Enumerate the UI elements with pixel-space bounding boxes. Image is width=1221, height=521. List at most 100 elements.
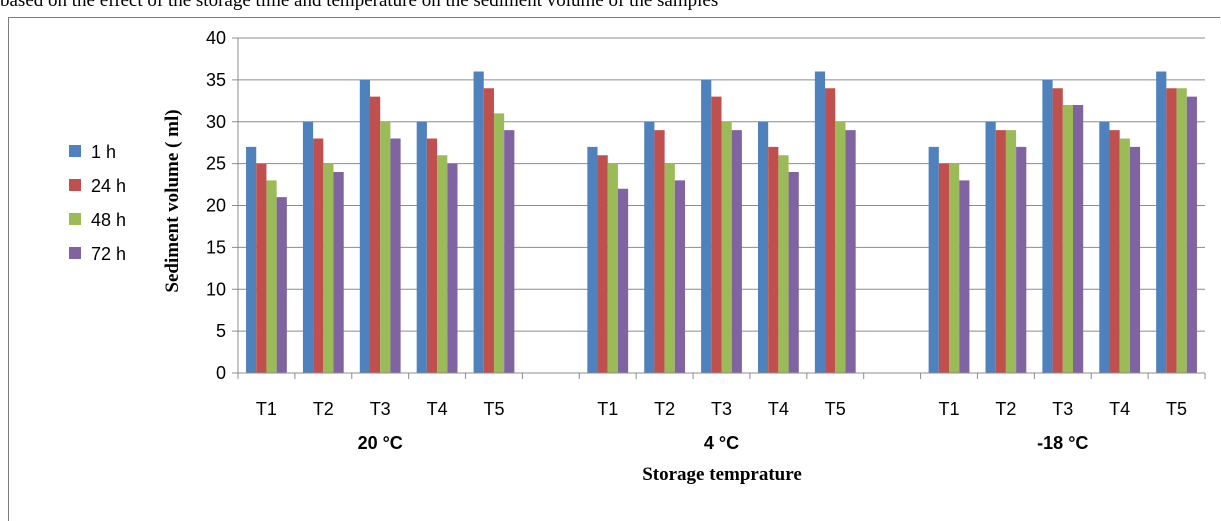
bar-24h-T5-g1 (483, 88, 494, 373)
bar-1h-T1-g3 (928, 146, 939, 373)
legend-swatch-72h (69, 247, 81, 259)
bar-72h-T2-g1 (333, 172, 344, 373)
bar-1h-T1-g2 (587, 146, 598, 373)
bar-48h-T5-g2 (835, 121, 846, 373)
x-tick-label: T4 (1109, 399, 1130, 419)
bar-1h-T4-g3 (1099, 121, 1110, 373)
bar-72h-T1-g3 (959, 180, 970, 373)
bar-1h-T4-g2 (757, 121, 769, 373)
bar-24h-T5-g2 (825, 88, 836, 373)
group-label: 4 °C (704, 433, 739, 453)
clipped-header-text-strip: based on the effect of the storage time … (0, 0, 1221, 17)
x-tick-label: T5 (825, 399, 846, 419)
y-tick-label: 40 (206, 28, 226, 48)
bar-72h-T2-g2 (674, 180, 686, 373)
y-tick-label: 35 (206, 70, 226, 90)
y-axis-title: Sediment volume ( ml) (162, 109, 183, 292)
legend-label: 24 h (91, 176, 126, 196)
x-tick-label: T2 (654, 399, 675, 419)
bar-72h-T4-g3 (1129, 146, 1141, 373)
bar-24h-T4-g3 (1109, 130, 1120, 373)
bar-24h-T2-g3 (995, 130, 1006, 373)
bar-48h-T2-g3 (1005, 130, 1017, 373)
y-tick-label: 10 (206, 279, 226, 299)
bar-24h-T4-g2 (768, 146, 779, 373)
legend-label: 1 h (91, 142, 116, 162)
x-tick-label: T5 (483, 399, 504, 419)
bar-48h-T3-g3 (1062, 105, 1073, 373)
bar-48h-T3-g1 (380, 121, 391, 373)
y-tick-label: 30 (206, 112, 226, 132)
group-label: -18 °C (1037, 433, 1088, 453)
bar-72h-T4-g1 (447, 163, 458, 373)
bar-1h-T3-g2 (701, 79, 712, 373)
bar-48h-T4-g2 (778, 155, 789, 373)
bar-24h-T2-g1 (313, 138, 324, 373)
bar-72h-T3-g1 (390, 138, 401, 373)
chart-frame (8, 17, 1220, 521)
x-tick-label: T3 (711, 399, 732, 419)
x-tick-label: T1 (256, 399, 277, 419)
bar-24h-T3-g3 (1052, 88, 1063, 373)
legend-label: 72 h (91, 244, 126, 264)
axis-labels: 0 5 10 15 20 25 30 35 40 T1 T2 T3 T4 T5 20 °C T1 T2 T3 T4 T… (162, 28, 1187, 485)
bar-72h-T5-g3 (1186, 96, 1197, 373)
bar-1h-T3-g3 (1042, 79, 1053, 373)
bar-72h-T3-g2 (731, 130, 742, 373)
bar-1h-T1-g1 (246, 146, 257, 373)
bar-48h-T4-g1 (437, 155, 448, 373)
bar-1h-T2-g3 (985, 121, 996, 373)
bar-1h-T2-g2 (644, 121, 655, 373)
bar-24h-T3-g1 (370, 96, 381, 373)
bar-72h-T5-g2 (845, 130, 856, 373)
bar-1h-T5-g1 (473, 71, 484, 373)
bar-24h-T1-g3 (938, 163, 950, 373)
bar-24h-T1-g1 (256, 163, 267, 373)
bar-48h-T2-g1 (323, 163, 334, 373)
x-tick-label: T1 (939, 399, 960, 419)
x-tick-label: T2 (313, 399, 334, 419)
group-label: 20 °C (358, 433, 403, 453)
bars (246, 71, 1197, 373)
y-tick-label: 15 (206, 237, 226, 257)
bar-48h-T2-g2 (664, 163, 675, 373)
bar-24h-T5-g3 (1166, 88, 1177, 373)
bar-48h-T1-g3 (949, 163, 960, 373)
bar-48h-T5-g1 (493, 113, 505, 373)
bar-48h-T1-g1 (266, 180, 277, 373)
bar-1h-T5-g2 (814, 71, 826, 373)
bar-48h-T3-g2 (721, 121, 732, 373)
bar-24h-T3-g2 (711, 96, 722, 373)
bar-72h-T2-g3 (1016, 146, 1027, 373)
header-text: based on the effect of the storage time … (0, 0, 719, 11)
bar-72h-T1-g2 (617, 188, 629, 373)
x-tick-label: T2 (995, 399, 1016, 419)
y-tick-label: 25 (206, 154, 226, 174)
bar-24h-T1-g2 (597, 155, 608, 373)
bar-1h-T5-g3 (1156, 71, 1167, 373)
legend-swatch-24h (69, 179, 81, 191)
bar-48h-T1-g2 (607, 163, 618, 373)
bar-24h-T2-g2 (654, 130, 665, 373)
axes (232, 37, 1206, 379)
bar-1h-T3-g1 (359, 79, 371, 373)
bar-48h-T4-g3 (1119, 138, 1130, 373)
x-axis-title: Storage temprature (642, 464, 802, 485)
x-tick-label: T3 (370, 399, 391, 419)
bar-1h-T2-g1 (302, 121, 314, 373)
bar-72h-T3-g3 (1072, 105, 1084, 373)
x-tick-label: T4 (768, 399, 789, 419)
y-tick-label: 0 (216, 363, 226, 383)
x-tick-label: T5 (1166, 399, 1187, 419)
legend-swatch-1h (69, 145, 81, 157)
bar-72h-T1-g1 (276, 197, 287, 373)
y-tick-label: 20 (206, 196, 226, 216)
bar-24h-T4-g1 (426, 138, 438, 373)
x-tick-label: T3 (1052, 399, 1073, 419)
x-tick-label: T1 (597, 399, 618, 419)
legend-label: 48 h (91, 210, 126, 230)
bar-48h-T5-g3 (1176, 88, 1187, 373)
legend: 1 h 24 h 48 h 72 h (69, 142, 126, 264)
x-tick-label: T4 (427, 399, 448, 419)
